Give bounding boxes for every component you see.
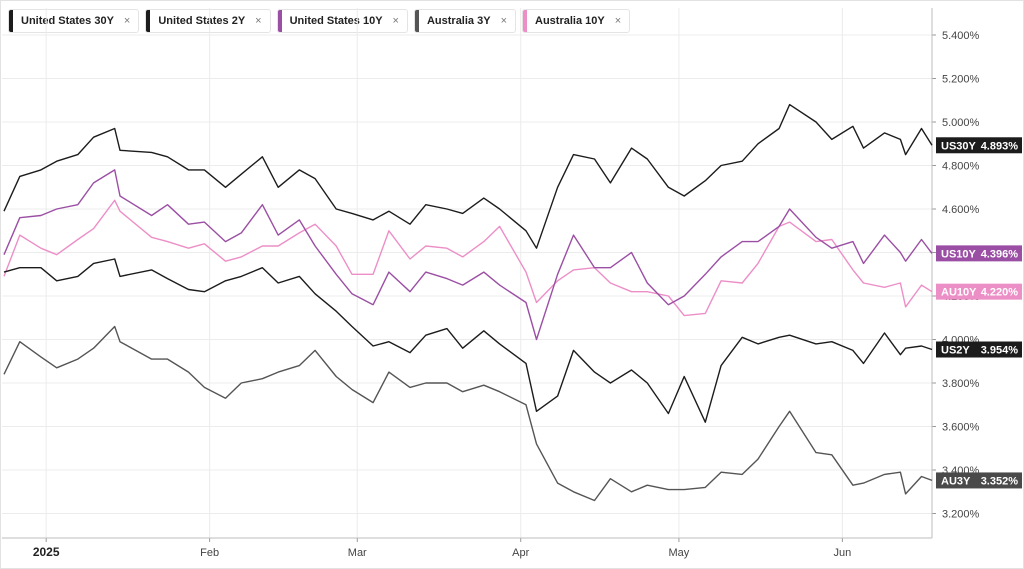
y-tick-label: 3.600%	[942, 422, 980, 434]
series-line-us10y[interactable]	[3, 169, 933, 341]
y-tick-label: 5.400%	[942, 30, 980, 42]
legend-label: United States 10Y	[289, 15, 383, 27]
legend-chip-au10y[interactable]: Australia 10Y ×	[522, 9, 631, 33]
legend-swatch	[414, 10, 419, 32]
x-tick-label: May	[669, 547, 690, 559]
series-line-us30y[interactable]	[3, 103, 933, 249]
legend-label: United States 30Y	[21, 15, 114, 27]
tag-background	[936, 283, 1022, 300]
x-tick-label: 2025	[33, 545, 60, 559]
legend-label: Australia 10Y	[535, 15, 605, 27]
legend-label: Australia 3Y	[426, 15, 491, 27]
tag-background	[936, 472, 1022, 489]
last-value-tag-us30y: US30Y 4.893%	[936, 137, 1022, 154]
tag-last-value: 4.396%	[981, 248, 1019, 260]
x-tick-label: Jun	[833, 547, 851, 559]
y-tick-label: 5.200%	[942, 74, 980, 86]
tag-series-code: US30Y	[941, 140, 977, 152]
legend-chip-au3y[interactable]: Australia 3Y ×	[413, 9, 516, 33]
legend-chip-us2y[interactable]: United States 2Y ×	[145, 9, 271, 33]
legend-swatch	[277, 10, 282, 32]
x-tick-label: Feb	[200, 547, 219, 559]
series-legend: United States 30Y × United States 2Y × Uni…	[8, 9, 631, 33]
tag-last-value: 4.893%	[981, 140, 1019, 152]
close-icon[interactable]: ×	[500, 15, 507, 27]
x-tick-label: Apr	[512, 547, 529, 559]
tag-background	[936, 137, 1022, 154]
legend-chip-us30y[interactable]: United States 30Y ×	[8, 9, 140, 33]
x-tick-label: Mar	[348, 547, 367, 559]
legend-label: United States 2Y	[158, 15, 246, 27]
close-icon[interactable]: ×	[123, 15, 131, 27]
tag-background	[936, 245, 1022, 262]
tag-last-value: 3.352%	[981, 475, 1019, 487]
tag-series-code: US2Y	[941, 345, 970, 357]
y-tick-label: 5.000%	[942, 117, 980, 129]
close-icon[interactable]: ×	[392, 15, 399, 27]
tag-background	[936, 341, 1022, 358]
tag-series-code: US10Y	[941, 248, 977, 260]
y-tick-label: 4.600%	[942, 204, 980, 216]
close-icon[interactable]: ×	[614, 15, 622, 27]
legend-swatch	[146, 10, 151, 32]
tag-series-code: AU10Y	[941, 287, 977, 299]
y-tick-label: 3.200%	[942, 509, 980, 521]
y-tick-label: 3.800%	[942, 378, 980, 390]
last-value-tag-au3y: AU3Y 3.352%	[936, 472, 1022, 489]
y-tick-label: 4.800%	[942, 161, 980, 173]
tag-last-value: 4.220%	[981, 287, 1019, 299]
series-line-au3y[interactable]	[3, 325, 933, 502]
tag-last-value: 3.954%	[981, 345, 1019, 357]
last-value-tag-au10y: AU10Y 4.220%	[936, 283, 1022, 300]
legend-swatch	[523, 10, 527, 32]
close-icon[interactable]: ×	[255, 15, 262, 27]
legend-chip-us10y[interactable]: United States 10Y ×	[276, 9, 408, 33]
last-value-tag-us10y: US10Y 4.396%	[936, 245, 1022, 262]
tag-series-code: AU3Y	[941, 475, 971, 487]
last-value-tag-us2y: US2Y 3.954%	[936, 341, 1022, 358]
legend-swatch	[9, 10, 13, 32]
series-line-au10y[interactable]	[3, 199, 933, 317]
series-line-us2y[interactable]	[3, 258, 933, 423]
